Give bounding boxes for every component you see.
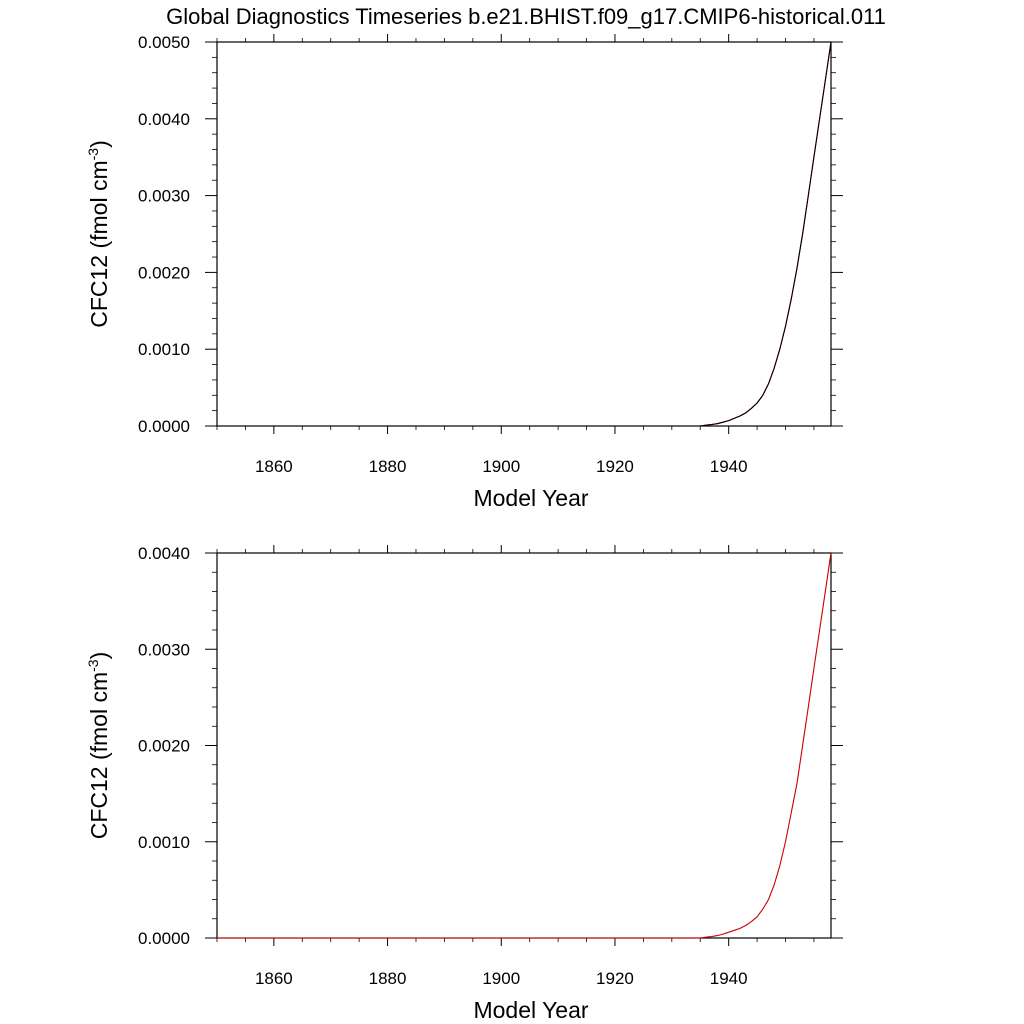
y-axis-title: CFC12 (fmol cm-3) (85, 652, 112, 840)
y-tick-label: 0.0040 (138, 544, 190, 563)
y-tick-label: 0.0000 (138, 417, 190, 436)
x-tick-label: 1880 (369, 457, 407, 476)
y-tick-label: 0.0010 (138, 340, 190, 359)
x-tick-label: 1940 (710, 457, 748, 476)
x-axis-title: Model Year (473, 485, 588, 511)
figure-title: Global Diagnostics Timeseries b.e21.BHIS… (166, 4, 886, 29)
y-tick-label: 0.0050 (138, 33, 190, 52)
top-panel: 1860 1880 1900 1920 1940 0.0000 0.0010 0.0020 0.… (85, 33, 843, 511)
y-tick-label: 0.0030 (138, 640, 190, 659)
x-tick-label: 1880 (369, 969, 407, 988)
y-axis-title: CFC12 (fmol cm-3) (85, 140, 112, 328)
x-tick-label: 1900 (482, 969, 520, 988)
y-tick-label: 0.0030 (138, 187, 190, 206)
y-tick-label: 0.0000 (138, 929, 190, 948)
plot-frame (216, 41, 832, 427)
x-tick-label: 1860 (255, 969, 293, 988)
y-tick-label: 0.0020 (138, 737, 190, 756)
y-tick-label: 0.0020 (138, 263, 190, 282)
series-line (217, 41, 832, 427)
series-line (217, 552, 832, 939)
x-tick-label: 1920 (596, 969, 634, 988)
series-line (217, 41, 832, 427)
y-tick-label: 0.0040 (138, 110, 190, 129)
x-tick-label: 1900 (482, 457, 520, 476)
y-tick-label: 0.0010 (138, 833, 190, 852)
bottom-panel: 1860 1880 1900 1920 1940 0.0000 0.0010 0.0020 0.… (85, 544, 843, 1023)
x-tick-label: 1860 (255, 457, 293, 476)
plot-frame (216, 552, 832, 939)
x-tick-label: 1940 (710, 969, 748, 988)
x-axis-title: Model Year (473, 997, 588, 1023)
x-tick-label: 1920 (596, 457, 634, 476)
